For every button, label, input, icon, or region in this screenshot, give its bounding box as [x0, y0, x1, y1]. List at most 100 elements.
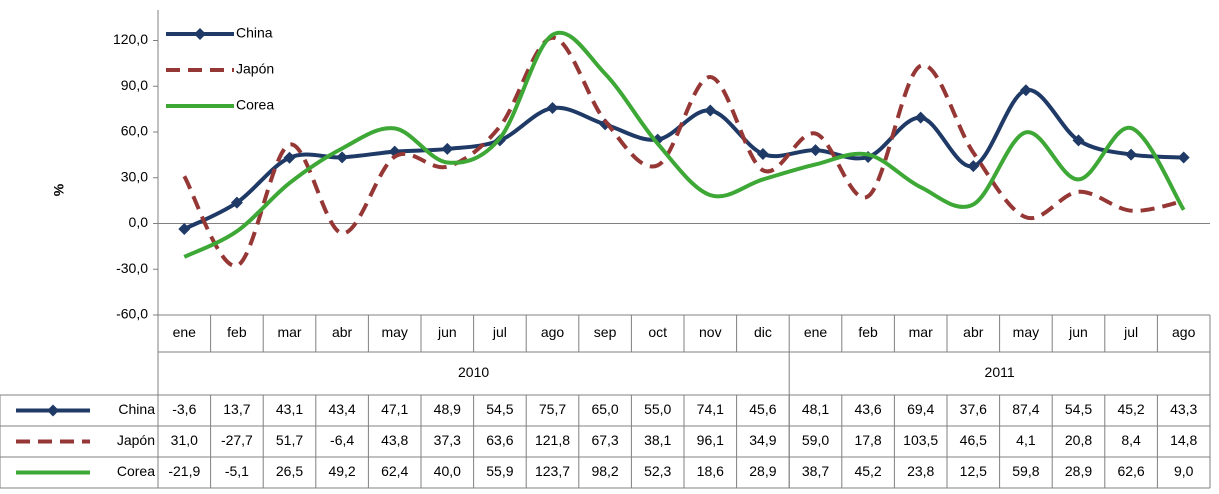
point-marker	[441, 142, 454, 155]
table-cell: 75,7	[539, 401, 566, 417]
x-tick-label: may	[1013, 324, 1039, 340]
table-cell: 20,8	[1065, 432, 1092, 448]
table-cell: 65,0	[591, 401, 618, 417]
table-cell: 14,8	[1170, 432, 1197, 448]
x-tick-label: abr	[963, 324, 984, 340]
y-tick-label: 90,0	[121, 77, 148, 93]
x-tick-label: nov	[699, 324, 722, 340]
table-cell: 63,6	[486, 432, 513, 448]
x-tick-label: mar	[909, 324, 933, 340]
table-cell: 45,2	[1117, 401, 1144, 417]
point-marker	[546, 102, 559, 115]
table-cell: 55,9	[486, 463, 513, 479]
y-tick-label: -60,0	[116, 306, 148, 322]
table-cell: 48,9	[434, 401, 461, 417]
table-cell: 43,4	[328, 401, 355, 417]
table-cell: 17,8	[854, 432, 881, 448]
table-cell: 54,5	[1065, 401, 1092, 417]
point-marker	[1177, 151, 1190, 164]
series-line	[183, 30, 1186, 259]
table-cell: 59,0	[802, 432, 829, 448]
table-cell: 28,9	[749, 463, 776, 479]
table-cell: 37,3	[434, 432, 461, 448]
table-cell: 103,5	[903, 432, 938, 448]
point-marker	[1125, 148, 1138, 161]
table-row-label: Corea	[117, 463, 155, 479]
point-marker	[1019, 84, 1032, 97]
y-axis-label: %	[51, 183, 67, 196]
table-cell: 18,6	[697, 463, 724, 479]
table-cell: -5,1	[225, 463, 249, 479]
table-cell: 55,0	[644, 401, 671, 417]
group-label: 2011	[985, 364, 1015, 380]
x-tick-label: ene	[804, 324, 828, 340]
table-cell: 123,7	[535, 463, 570, 479]
table-cell: 43,1	[276, 401, 303, 417]
table-cell: 13,7	[223, 401, 250, 417]
x-tick-label: jun	[1068, 324, 1088, 340]
y-tick-label: -30,0	[116, 260, 148, 276]
x-tick-label: jul	[1123, 324, 1138, 340]
legend-marker	[47, 404, 59, 417]
point-marker	[756, 147, 769, 160]
table-cell: 45,2	[854, 463, 881, 479]
y-tick-label: 0,0	[129, 214, 149, 230]
table-cell: 62,4	[381, 463, 408, 479]
table-cell: -3,6	[172, 401, 196, 417]
point-marker	[283, 151, 296, 164]
y-tick-label: 60,0	[121, 123, 148, 139]
table-cell: 59,8	[1012, 463, 1039, 479]
x-tick-label: abr	[332, 324, 353, 340]
x-tick-label: oct	[648, 324, 667, 340]
x-tick-label: sep	[594, 324, 617, 340]
table-cell: 49,2	[328, 463, 355, 479]
legend-label: Corea	[236, 97, 274, 113]
x-tick-label: may	[381, 324, 407, 340]
table-cell: 9,0	[1174, 463, 1194, 479]
table-cell: 31,0	[171, 432, 198, 448]
x-tick-label: ago	[1172, 324, 1196, 340]
table-cell: 4,1	[1016, 432, 1036, 448]
table-cell: -21,9	[168, 463, 200, 479]
y-tick-label: 30,0	[121, 168, 148, 184]
table-cell: 46,5	[960, 432, 987, 448]
table-cell: 8,4	[1121, 432, 1141, 448]
table-cell: 34,9	[749, 432, 776, 448]
point-marker	[1072, 134, 1085, 147]
table-cell: 67,3	[591, 432, 618, 448]
y-tick-label: 120,0	[113, 31, 148, 47]
table-cell: 96,1	[697, 432, 724, 448]
table-row-label: China	[118, 401, 155, 417]
table-row-label: Japón	[117, 432, 155, 448]
table-cell: 40,0	[434, 463, 461, 479]
table-cell: 43,3	[1170, 401, 1197, 417]
series-line	[183, 88, 1184, 231]
table-cell: 51,7	[276, 432, 303, 448]
table-cell: 38,1	[644, 432, 671, 448]
table-cell: 38,7	[802, 463, 829, 479]
table-cell: 37,6	[960, 401, 987, 417]
table-cell: 54,5	[486, 401, 513, 417]
table-cell: 47,1	[381, 401, 408, 417]
x-tick-label: ago	[541, 324, 565, 340]
point-marker	[809, 144, 822, 157]
table-cell: 87,4	[1012, 401, 1039, 417]
table-cell: 74,1	[697, 401, 724, 417]
x-tick-label: feb	[858, 324, 878, 340]
x-tick-label: ene	[173, 324, 197, 340]
point-marker	[967, 160, 980, 173]
x-tick-label: mar	[277, 324, 301, 340]
table-cell: 12,5	[960, 463, 987, 479]
x-tick-label: jul	[492, 324, 507, 340]
x-tick-label: jun	[437, 324, 457, 340]
table-cell: 121,8	[535, 432, 570, 448]
legend-marker	[194, 28, 206, 40]
legend-label: China	[236, 25, 273, 41]
table-cell: 28,9	[1065, 463, 1092, 479]
table-cell: 43,8	[381, 432, 408, 448]
series-line	[182, 35, 1185, 268]
table-cell: 26,5	[276, 463, 303, 479]
x-tick-label: dic	[754, 324, 772, 340]
point-marker	[336, 151, 349, 164]
